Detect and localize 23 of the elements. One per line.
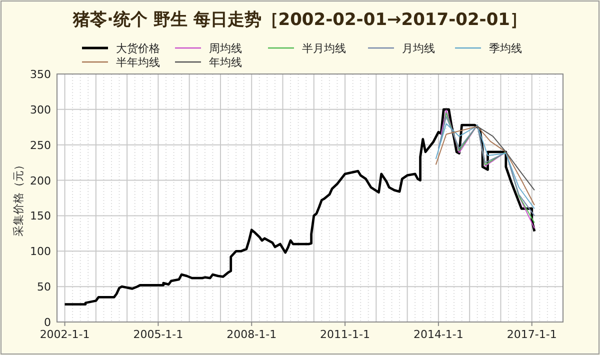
y-tick-label: 200 (30, 174, 51, 188)
y-tick-label: 50 (37, 280, 51, 294)
legend-label: 半年均线 (116, 56, 160, 69)
legend-label: 大货价格 (116, 42, 160, 55)
x-tick-label: 2017-1-1 (506, 328, 557, 341)
legend-label: 周均线 (209, 42, 242, 55)
legend-label: 月均线 (402, 42, 435, 55)
x-tick-label: 2002-1-1 (40, 328, 90, 341)
y-axis-title: 采集价格（元） (12, 160, 25, 236)
x-tick-label: 2005-1-1 (133, 328, 184, 341)
x-tick-label: 2014-1-1 (413, 328, 464, 341)
legend-label: 季均线 (489, 42, 522, 55)
chart-title: 猪苓·统个 野生 每日走势［2002-02-01→2017-02-01］ (72, 10, 528, 30)
y-tick-label: 350 (30, 68, 51, 81)
y-tick-label: 0 (44, 316, 51, 329)
legend-label: 半月均线 (302, 42, 346, 55)
x-tick-label: 2011-1-1 (320, 328, 370, 341)
y-tick-label: 250 (30, 138, 51, 152)
y-tick-label: 300 (30, 103, 51, 116)
y-tick-label: 100 (30, 245, 51, 258)
legend-label: 年均线 (209, 56, 242, 69)
x-tick-label: 2008-1-1 (226, 328, 277, 341)
y-tick-label: 150 (30, 210, 51, 223)
